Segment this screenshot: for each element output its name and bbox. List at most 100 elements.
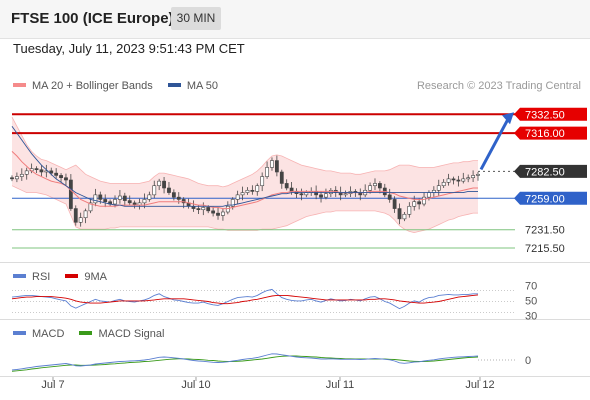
candle-body (201, 207, 206, 211)
candle-body (422, 196, 426, 205)
legend-item-macd-signal: MACD Signal (79, 328, 164, 340)
candle-body (181, 199, 186, 204)
candle-body (10, 177, 14, 180)
price-tag-label: 7215.50 (525, 243, 565, 255)
candle-body (441, 181, 446, 187)
candle-body (167, 187, 171, 193)
candle-body (368, 185, 372, 191)
candle (373, 178, 377, 191)
candle-body (83, 210, 88, 219)
candle-body (417, 201, 422, 205)
price-tag-label: 7316.00 (525, 128, 565, 140)
candle-body (436, 185, 441, 191)
rsi-tick-label: 50 (525, 296, 537, 308)
candle (24, 167, 29, 180)
legend-swatch-ma20 (13, 83, 26, 88)
candle (171, 189, 176, 201)
candle-body (260, 176, 265, 187)
candle-body (93, 194, 98, 204)
candle-body (171, 192, 176, 198)
candle (476, 172, 480, 181)
legend-label-macd: MACD (32, 328, 65, 340)
candle (127, 195, 132, 206)
candle (10, 175, 14, 182)
candle (157, 178, 162, 191)
rsi-9ma-line (11, 294, 479, 305)
candle (221, 208, 225, 221)
candle (451, 176, 456, 185)
candle (142, 193, 147, 209)
candle (466, 174, 471, 183)
candle (196, 205, 201, 215)
candle-body (176, 196, 181, 200)
x-tick-label: Jul 7 (41, 379, 64, 391)
legend-main: MA 20 + Bollinger Bands MA 50 (13, 80, 218, 92)
candle (68, 174, 73, 211)
candle (201, 202, 206, 216)
candle-body (397, 208, 402, 220)
candle (34, 166, 39, 174)
candle-body (64, 177, 68, 181)
price-tag-bg (514, 191, 587, 205)
candle (387, 188, 392, 203)
macd-signal-line (11, 355, 479, 372)
candle-body (142, 199, 147, 204)
candle (59, 173, 63, 183)
candle-body (407, 205, 412, 215)
candle-body (392, 199, 397, 209)
legend-swatch-macd (13, 331, 26, 336)
candle-body (265, 167, 269, 177)
candle-body (88, 202, 93, 212)
candle-body (54, 172, 59, 176)
legend-item-macd: MACD (13, 328, 64, 340)
candle-body (230, 199, 235, 207)
price-tag-label: 7332.50 (525, 109, 565, 121)
candle (255, 183, 260, 196)
price-tag-7215.50: 7215.50 (525, 243, 565, 255)
candle-body (324, 193, 328, 198)
candle (456, 175, 461, 187)
candle-body (240, 192, 245, 196)
candle-body (196, 208, 201, 211)
legend-swatch-macd-signal (79, 331, 93, 336)
legend-swatch-9ma (65, 274, 79, 279)
price-tag-7332.50: 7332.50 (514, 107, 587, 121)
candle-body (427, 192, 431, 198)
rsi-tick-label: 70 (525, 281, 537, 293)
candle-body (402, 213, 407, 220)
legend-macd: MACD MACD Signal (13, 328, 164, 340)
candle-body (225, 205, 230, 213)
candle-body (98, 194, 103, 200)
interval-badge[interactable]: 30 MIN (171, 7, 221, 30)
candle-body (127, 200, 132, 204)
candle (407, 202, 412, 218)
candle-body (118, 195, 122, 200)
candle-body (284, 183, 289, 189)
price-tag-label: 7259.00 (525, 193, 565, 205)
candle-body (328, 189, 333, 195)
bollinger-lower-line (11, 185, 478, 234)
candle-body (466, 177, 471, 180)
candle (122, 192, 127, 206)
candle (343, 190, 348, 198)
price-tag-label: 7282.50 (525, 166, 565, 178)
legend-item-rsi: RSI (13, 271, 50, 283)
candle-body (103, 199, 108, 203)
credit-text: Research © 2023 Trading Central (416, 80, 581, 92)
candle-body (274, 160, 279, 173)
legend-swatch-rsi (13, 274, 26, 279)
price-tag-bg (514, 164, 587, 178)
candle-body (343, 193, 348, 196)
candle-body (211, 210, 216, 214)
price-tag-bg (514, 126, 587, 140)
candle (417, 198, 422, 210)
legend-label-9ma: 9MA (84, 271, 108, 283)
candle-body (387, 194, 392, 200)
candle (397, 203, 402, 225)
candle (245, 187, 250, 195)
candle (324, 188, 328, 200)
legend-label-ma50: MA 50 (186, 80, 219, 92)
panel-divider-axis (0, 376, 590, 377)
price-tag-7282.50: 7282.50 (514, 164, 587, 178)
candle-body (412, 201, 417, 207)
